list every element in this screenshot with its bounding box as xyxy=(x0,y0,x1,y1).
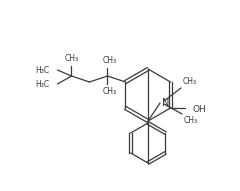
Text: N: N xyxy=(162,98,169,108)
Text: CH₃: CH₃ xyxy=(64,54,78,63)
Text: CH₃: CH₃ xyxy=(102,87,117,96)
Text: OH: OH xyxy=(192,104,206,113)
Text: CH₃: CH₃ xyxy=(183,77,197,86)
Text: CH₃: CH₃ xyxy=(102,56,117,65)
Text: CH₃: CH₃ xyxy=(184,116,198,125)
Text: H₃C: H₃C xyxy=(35,79,49,88)
Text: H₃C: H₃C xyxy=(35,66,49,74)
